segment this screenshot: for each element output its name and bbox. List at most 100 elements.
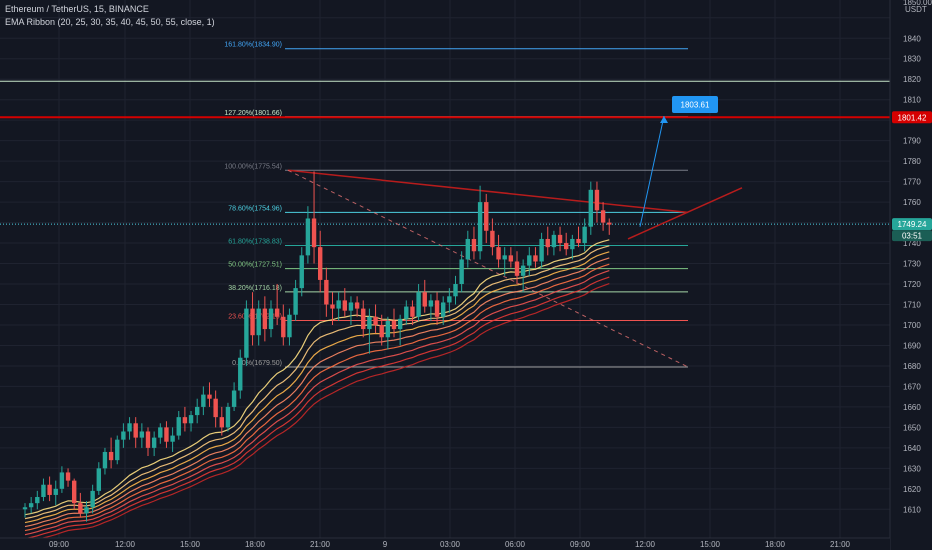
candle-body bbox=[158, 427, 163, 438]
target-projection bbox=[639, 115, 665, 227]
price-tick-label: 1760 bbox=[903, 198, 921, 207]
candle-body bbox=[570, 238, 575, 250]
ema-ribbon-line bbox=[24, 270, 610, 536]
candle-body bbox=[262, 308, 268, 330]
candle-body bbox=[459, 259, 464, 285]
candle-body bbox=[502, 255, 507, 260]
fib-level-label: 78.60%(1754.96) bbox=[228, 205, 282, 212]
candle-body bbox=[404, 306, 409, 319]
fib-level-label: 38.20%(1716.18) bbox=[228, 285, 282, 292]
candle-body bbox=[539, 238, 544, 262]
time-tick-label: 12:00 bbox=[635, 540, 656, 549]
time-tick-label: 09:00 bbox=[49, 540, 70, 549]
candle-body bbox=[201, 394, 206, 407]
candle-body bbox=[422, 292, 427, 307]
price-tick-label: 1770 bbox=[903, 178, 921, 187]
fib-level-label: 61.80%(1738.83) bbox=[228, 238, 282, 245]
candle-body bbox=[336, 300, 341, 309]
price-axis[interactable]: USDT184018301820181018001790178017701760… bbox=[889, 0, 932, 550]
candle-body bbox=[342, 300, 347, 311]
candle-body bbox=[582, 226, 587, 244]
candle-body bbox=[428, 300, 434, 307]
candle-body bbox=[108, 451, 114, 461]
fib-level-label: 127.20%(1801.66) bbox=[224, 110, 282, 117]
candle-body bbox=[133, 423, 138, 438]
countdown-badge-box bbox=[892, 230, 932, 242]
time-axis[interactable]: 09:00 12:00 15:00 18:00 21:00 9 03:00 06:00 09:0… bbox=[0, 537, 890, 550]
candle-body bbox=[293, 288, 298, 315]
ema-ribbon-line bbox=[24, 245, 610, 520]
time-tick-label: 21:00 bbox=[830, 540, 851, 549]
candle-body bbox=[484, 202, 489, 231]
candle-body bbox=[53, 488, 58, 495]
price-tick-label: 1640 bbox=[903, 444, 921, 453]
price-tick-label: 1670 bbox=[903, 382, 921, 391]
symbol-title[interactable]: Ethereum / TetherUS, 15, BINANCE bbox=[5, 4, 149, 14]
time-tick-label: 15:00 bbox=[700, 540, 721, 549]
indicator-legend[interactable]: EMA Ribbon (20, 25, 30, 35, 40, 45, 50, … bbox=[5, 17, 215, 27]
price-tick-label: 1820 bbox=[903, 75, 921, 84]
candle-body bbox=[219, 417, 224, 428]
candle-body bbox=[182, 417, 188, 424]
candle-body bbox=[373, 316, 378, 325]
fib-level-label: 100.00%(1775.54) bbox=[224, 163, 282, 170]
candle-body bbox=[213, 398, 218, 418]
fibonacci-levels: 161.80%(1834.90) 127.20%(1801.66) 100.00%(… bbox=[224, 42, 688, 368]
ema-ribbon-line bbox=[24, 257, 610, 528]
fib-level-label: 23.60%(1702.16) bbox=[228, 314, 282, 321]
candle-body bbox=[268, 308, 274, 330]
candle-body bbox=[514, 261, 520, 276]
candle-body bbox=[139, 431, 145, 438]
time-tick-label: 06:00 bbox=[505, 540, 526, 549]
price-tick-label: 1620 bbox=[903, 485, 921, 494]
candle-body bbox=[471, 238, 477, 252]
candle-body bbox=[311, 218, 317, 248]
candle-body bbox=[127, 423, 132, 432]
candle-body bbox=[164, 427, 169, 442]
candle-body bbox=[477, 202, 483, 252]
candle-body bbox=[416, 292, 421, 317]
candle-body bbox=[195, 406, 200, 416]
price-tick-label: 1830 bbox=[903, 55, 921, 64]
candle-body bbox=[557, 234, 563, 244]
candle-body bbox=[348, 302, 354, 311]
time-tick-label: 18:00 bbox=[765, 540, 786, 549]
candle-body bbox=[102, 451, 108, 469]
price-tick-label: 1690 bbox=[903, 341, 921, 350]
ema-ribbon-line bbox=[24, 263, 610, 532]
candle-body bbox=[96, 468, 101, 491]
trend-drawings bbox=[0, 80, 890, 368]
candle-body bbox=[151, 437, 157, 448]
candle-body bbox=[447, 296, 452, 303]
ema-ribbon-line bbox=[24, 276, 610, 540]
candle-body bbox=[231, 390, 237, 407]
time-tick-label: 03:00 bbox=[440, 540, 461, 549]
candle-body bbox=[90, 490, 95, 508]
candle-body bbox=[330, 304, 335, 309]
candle-body bbox=[354, 302, 360, 309]
candle-body bbox=[434, 300, 440, 317]
candle-body bbox=[115, 439, 120, 461]
time-tick-label: 21:00 bbox=[310, 540, 331, 549]
resistance-price-badge-box bbox=[892, 111, 932, 124]
price-tick-label: 1850.00 bbox=[903, 0, 932, 7]
ema-ribbon-line bbox=[24, 251, 610, 524]
time-tick-label: 15:00 bbox=[180, 540, 201, 549]
price-tick-label: 1810 bbox=[903, 96, 921, 105]
lower-trendline bbox=[627, 187, 743, 240]
fib-level-label: 161.80%(1834.90) bbox=[224, 42, 282, 49]
grid-lines bbox=[0, 0, 890, 538]
candle-body bbox=[318, 247, 323, 280]
candle-body bbox=[564, 243, 569, 250]
candle-body bbox=[238, 357, 243, 391]
candle-body bbox=[207, 394, 212, 399]
candle-body bbox=[188, 415, 194, 424]
price-tick-label: 1780 bbox=[903, 157, 921, 166]
time-axis-background bbox=[0, 538, 890, 550]
fib-diagonal bbox=[287, 169, 689, 368]
candle-body bbox=[225, 406, 231, 428]
candle-body bbox=[545, 238, 550, 248]
candle-body bbox=[453, 284, 458, 297]
ema-ribbon bbox=[24, 239, 610, 544]
